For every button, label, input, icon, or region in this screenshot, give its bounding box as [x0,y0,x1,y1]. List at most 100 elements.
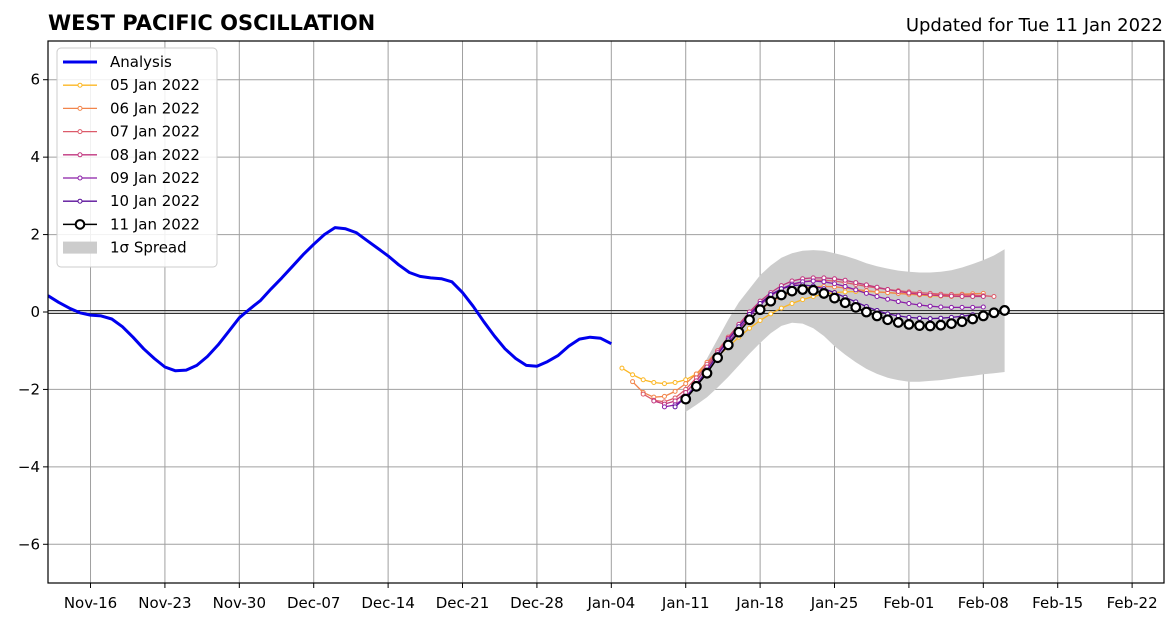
forecast-point [980,294,986,300]
x-tick-label: Dec-07 [287,594,341,612]
x-tick-label: Nov-16 [64,594,117,612]
current-point [999,305,1010,316]
current-point [722,339,734,351]
current-point [914,320,925,331]
current-point [754,304,766,316]
y-tick-label: 4 [30,148,40,166]
forecast-point [874,284,880,290]
y-tick-label: −6 [18,535,40,553]
forecast-point [672,388,678,394]
current-point [839,297,851,309]
current-point [946,318,957,330]
current-point [786,285,798,297]
tick-labels: −6 −4 −2 0 2 4 6 Nov-16 Nov-23 Nov-30 Dec-07 Dec-14… [18,71,1158,612]
forecast-point [630,372,636,378]
x-tick-label: Jan-04 [587,594,636,612]
forecast-point [927,316,933,322]
forecast-point [842,277,848,283]
forecast-point [757,318,763,324]
y-tick-label: 6 [30,71,40,89]
current-point [775,289,787,301]
current-point [935,319,947,331]
x-tick-label: Nov-30 [213,594,266,612]
spread-band-area [685,249,1005,412]
axes [43,40,1165,588]
current-point [903,318,915,330]
x-tick-label: Dec-14 [361,594,415,612]
legend-item-analysis: Analysis [63,53,172,71]
legend-label: 11 Jan 2022 [110,215,200,233]
forecast-point [661,404,667,410]
forecast-point [938,293,944,299]
forecast-point [683,381,689,387]
updated-date: Updated for Tue 11 Jan 2022 [906,15,1163,36]
spread-band [685,249,1005,412]
forecast-point [661,393,667,399]
forecast-point [842,283,848,289]
forecast-point [906,300,912,306]
x-tick-label: Feb-08 [958,594,1009,612]
legend-label: 05 Jan 2022 [110,76,200,94]
forecast-point [832,281,838,287]
forecast-point [640,377,646,383]
forecast-point [970,294,976,300]
forecast-point [948,304,954,310]
legend-item-current: 11 Jan 2022 [63,215,200,233]
forecast-point [661,381,667,387]
y-tick-label: 2 [30,226,40,244]
current-point [861,306,872,318]
forecast-point [895,288,901,294]
x-tick-label: Feb-01 [883,594,934,612]
x-tick-label: Nov-23 [138,594,191,612]
current-point [680,393,692,405]
legend-item-forecast: 05 Jan 2022 [63,76,200,94]
legend-label: 06 Jan 2022 [110,99,200,117]
y-tick-label: −4 [18,458,40,476]
legend-item-spread: 1σ Spread [63,239,187,257]
y-tick-label: −2 [18,380,40,398]
legend-label: 1σ Spread [110,239,187,257]
legend-item-forecast: 09 Jan 2022 [63,169,200,187]
current-point [733,326,745,338]
x-tick-label: Jan-25 [810,594,859,612]
legend-item-forecast: 10 Jan 2022 [63,192,200,210]
current-point [871,310,883,322]
forecast-point [906,290,912,296]
forecast-point [768,311,774,317]
legend-marker [77,129,83,135]
current-point [701,367,713,379]
current-point [744,314,755,326]
forecast-point [672,379,678,385]
forecast-point [917,291,923,297]
legend-swatch [63,241,97,254]
forecast-point [853,280,859,286]
forecast-point [630,379,636,385]
current-point [988,307,1000,319]
forecast-point [778,305,784,311]
forecast-point [959,294,965,300]
forecast-point [863,282,869,288]
current-point [818,288,830,299]
x-tick-label: Feb-15 [1032,594,1083,612]
forecast-point [927,303,933,309]
forecast-point [640,391,646,397]
current-point [712,352,723,364]
forecast-point [651,379,657,385]
current-point [892,317,904,328]
legend-marker [77,82,83,88]
legend-marker [77,105,83,111]
legend-marker [74,219,86,230]
current-point [977,310,989,322]
current-point [967,313,979,325]
forecast-point [906,314,912,320]
y-tick-label: 0 [30,303,40,321]
forecast-point [980,304,986,310]
legend-label: Analysis [110,53,172,71]
forecast-point [938,304,944,310]
forecast-point [874,294,880,300]
zero-line [48,310,1164,314]
forecast-point [991,294,997,300]
series-lines [48,226,1010,410]
current-point [924,320,936,332]
